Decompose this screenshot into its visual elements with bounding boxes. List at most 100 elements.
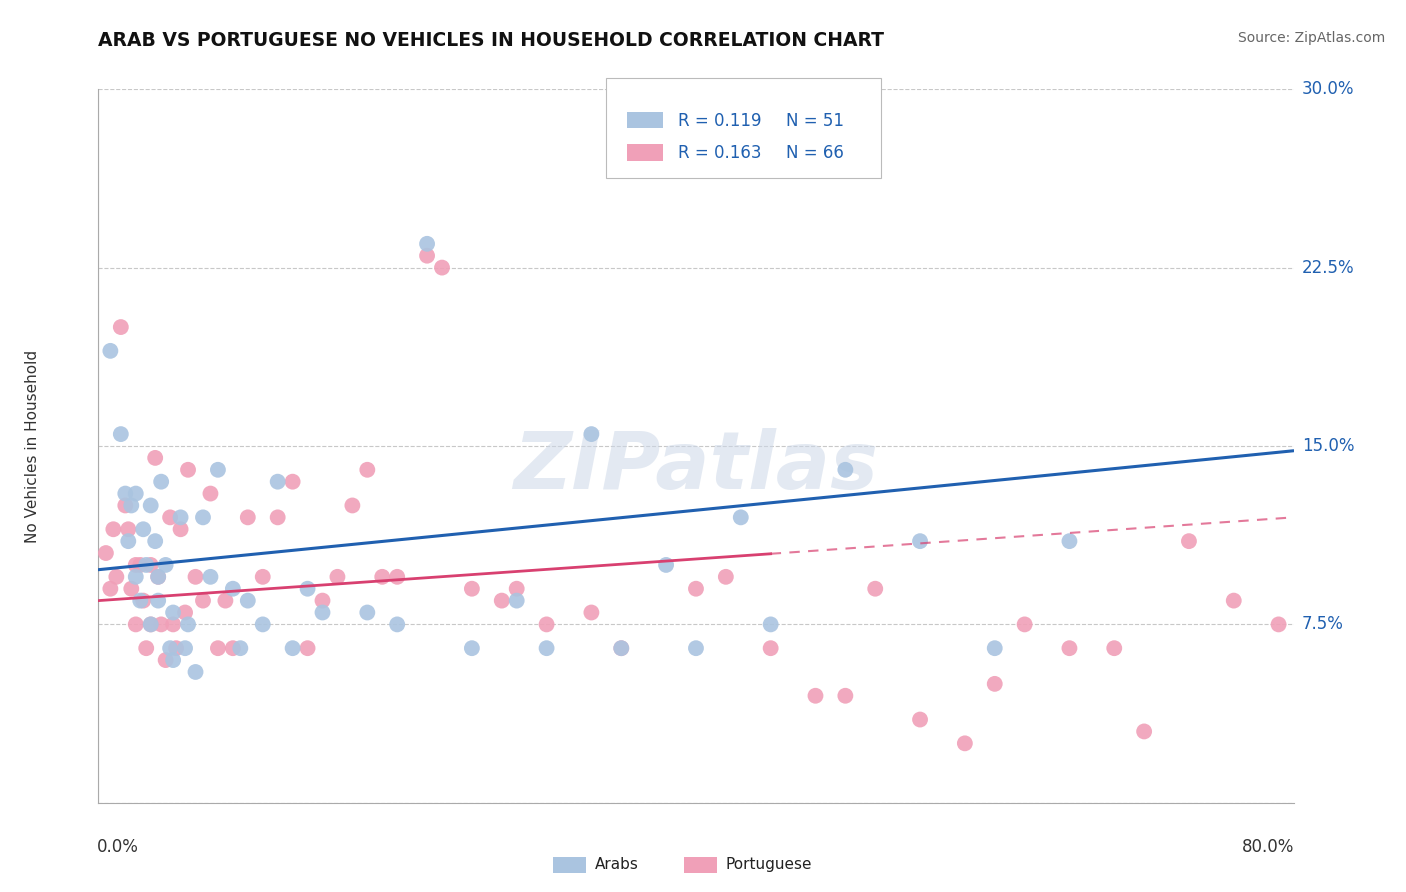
Point	[1133, 724, 1156, 739]
Text: N = 51: N = 51	[786, 112, 844, 130]
Text: 7.5%: 7.5%	[1302, 615, 1344, 633]
Point	[1104, 641, 1126, 656]
Text: R = 0.119: R = 0.119	[678, 112, 762, 130]
Text: 15.0%: 15.0%	[1302, 437, 1354, 455]
Text: No Vehicles in Household: No Vehicles in Household	[25, 350, 41, 542]
Point	[98, 582, 122, 596]
Point	[174, 641, 197, 656]
Point	[610, 641, 633, 656]
Point	[159, 510, 181, 524]
Point	[356, 463, 378, 477]
Point	[184, 665, 207, 679]
Point	[159, 641, 181, 656]
FancyBboxPatch shape	[606, 78, 882, 178]
Point	[581, 427, 603, 442]
Text: ZIPatlas: ZIPatlas	[513, 428, 879, 507]
Point	[143, 534, 166, 549]
Point	[236, 593, 259, 607]
Point	[461, 641, 484, 656]
Point	[148, 593, 170, 607]
Point	[506, 582, 529, 596]
Point	[135, 558, 157, 572]
Point	[120, 582, 142, 596]
Point	[461, 582, 484, 596]
Point	[685, 582, 707, 596]
Point	[1178, 534, 1201, 549]
Point	[148, 570, 170, 584]
Point	[150, 617, 173, 632]
Point	[416, 236, 439, 251]
Point	[385, 570, 409, 584]
FancyBboxPatch shape	[553, 857, 586, 872]
Point	[297, 582, 319, 596]
Point	[1267, 617, 1289, 632]
Point	[125, 486, 148, 500]
Point	[174, 606, 197, 620]
Point	[162, 606, 184, 620]
Point	[162, 617, 184, 632]
Point	[117, 522, 139, 536]
Point	[117, 534, 139, 549]
Point	[139, 499, 162, 513]
FancyBboxPatch shape	[685, 857, 717, 872]
Point	[506, 593, 529, 607]
Point	[229, 641, 252, 656]
Point	[120, 499, 142, 513]
Point	[536, 617, 558, 632]
Point	[908, 713, 931, 727]
Text: ARAB VS PORTUGUESE NO VEHICLES IN HOUSEHOLD CORRELATION CHART: ARAB VS PORTUGUESE NO VEHICLES IN HOUSEH…	[98, 31, 884, 50]
Point	[834, 689, 856, 703]
Text: 30.0%: 30.0%	[1302, 80, 1354, 98]
Point	[908, 534, 931, 549]
Text: 22.5%: 22.5%	[1302, 259, 1354, 277]
Point	[103, 522, 125, 536]
Text: Arabs: Arabs	[595, 857, 638, 872]
Point	[177, 463, 200, 477]
Point	[685, 641, 707, 656]
Point	[1059, 534, 1081, 549]
Point	[311, 593, 333, 607]
Point	[148, 570, 170, 584]
Point	[610, 641, 633, 656]
Point	[114, 499, 136, 513]
Point	[983, 641, 1005, 656]
Point	[834, 463, 856, 477]
Point	[342, 499, 364, 513]
Point	[267, 475, 290, 489]
Point	[759, 641, 782, 656]
Point	[311, 606, 333, 620]
Point	[252, 570, 274, 584]
Point	[207, 641, 229, 656]
Point	[110, 320, 132, 334]
Point	[155, 653, 177, 667]
Point	[143, 450, 166, 465]
Point	[267, 510, 290, 524]
Point	[581, 606, 603, 620]
Point	[110, 427, 132, 442]
Point	[98, 343, 122, 358]
Point	[356, 606, 378, 620]
Point	[139, 617, 162, 632]
Point	[125, 617, 148, 632]
Point	[105, 570, 128, 584]
Point	[983, 677, 1005, 691]
Point	[222, 582, 245, 596]
Point	[222, 641, 245, 656]
Point	[162, 653, 184, 667]
Point	[385, 617, 409, 632]
Point	[491, 593, 513, 607]
Point	[281, 475, 304, 489]
Point	[169, 510, 191, 524]
Point	[416, 249, 439, 263]
Point	[214, 593, 236, 607]
Point	[730, 510, 752, 524]
Point	[114, 486, 136, 500]
Text: Source: ZipAtlas.com: Source: ZipAtlas.com	[1237, 31, 1385, 45]
Point	[139, 558, 162, 572]
Point	[371, 570, 394, 584]
FancyBboxPatch shape	[627, 112, 662, 128]
FancyBboxPatch shape	[627, 144, 662, 161]
Point	[655, 558, 678, 572]
Point	[252, 617, 274, 632]
Point	[207, 463, 229, 477]
